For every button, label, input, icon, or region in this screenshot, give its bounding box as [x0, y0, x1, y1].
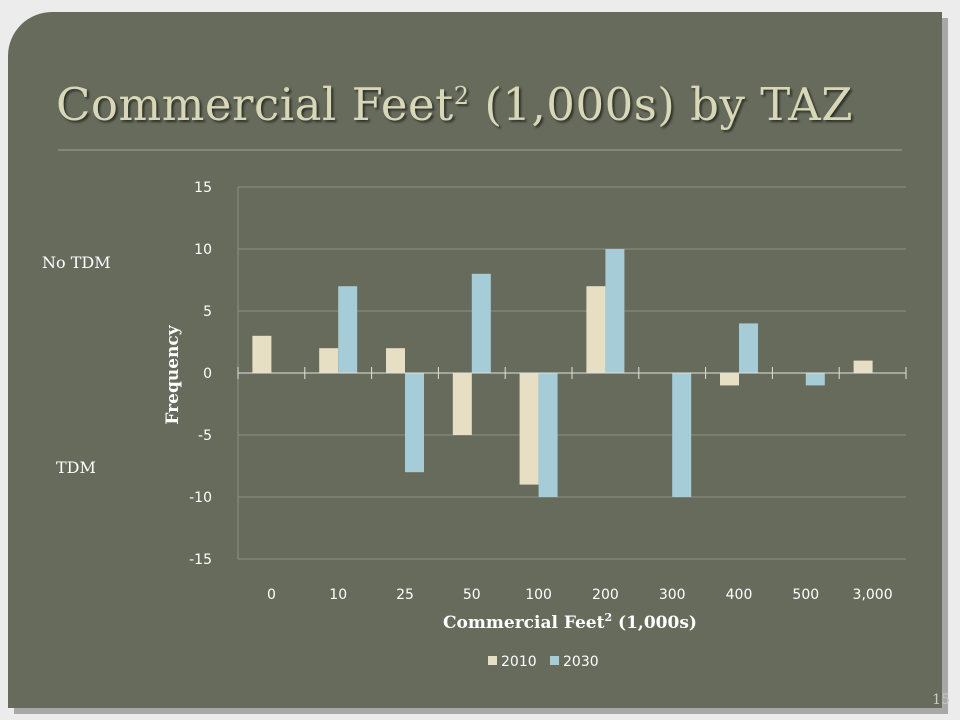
bar-2030-3: [471, 273, 491, 373]
bar-2030-5: [605, 249, 625, 373]
y-axis-title: Frequency: [163, 324, 183, 424]
y-tick-label: -15: [189, 552, 212, 568]
y-tick-label: -5: [198, 428, 212, 444]
x-tick-label: 400: [726, 587, 753, 603]
title-underline: [58, 149, 902, 151]
y-tick-label: 10: [194, 242, 212, 258]
bar-2010-2: [386, 348, 405, 373]
x-axis-title: Commercial Feet2 (1,000s): [443, 611, 697, 633]
x-tick-label: 100: [525, 587, 552, 603]
y-tick-label: -10: [189, 490, 212, 506]
bar-2030-2: [405, 373, 424, 473]
bars: [252, 249, 873, 497]
x-tick-label: 200: [592, 587, 619, 603]
bar-2010-5: [586, 286, 606, 373]
legend-swatch-2010: [488, 656, 497, 665]
label-tdm: TDM: [56, 458, 96, 477]
bar-2030-6: [672, 373, 692, 497]
legend: 2010 2030: [488, 654, 599, 670]
title-superscript: 2: [453, 82, 470, 110]
y-tick-label: 15: [194, 180, 212, 196]
bar-2010-9: [853, 360, 873, 373]
x-tick-label: 3,000: [853, 587, 893, 603]
x-tick-label: 0: [267, 587, 276, 603]
bar-2030-4: [538, 373, 558, 497]
label-no-tdm: No TDM: [42, 253, 111, 272]
y-tick-label: 0: [203, 366, 212, 382]
x-tick-label: 10: [329, 587, 347, 603]
bar-2010-0: [252, 335, 272, 373]
bar-2030-7: [739, 323, 758, 373]
bar-2010-4: [519, 373, 539, 485]
x-tick-label: 50: [463, 587, 481, 603]
legend-label-2030: 2030: [563, 654, 599, 670]
page-title: Commercial Feet2 (1,000s) by TAZ: [56, 78, 854, 131]
bar-2030-1: [338, 286, 358, 373]
x-tick-label: 300: [659, 587, 686, 603]
legend-swatch-2030: [550, 656, 559, 665]
x-tick-label: 25: [396, 587, 414, 603]
legend-label-2010: 2010: [501, 654, 537, 670]
y-tick-label: 5: [203, 304, 212, 320]
bar-2010-1: [319, 348, 339, 373]
bar-2010-3: [452, 373, 472, 435]
bar-2030-8: [805, 373, 825, 386]
x-tick-label: 500: [792, 587, 819, 603]
bar-2010-7: [720, 373, 739, 386]
page-number: 15: [932, 692, 950, 708]
